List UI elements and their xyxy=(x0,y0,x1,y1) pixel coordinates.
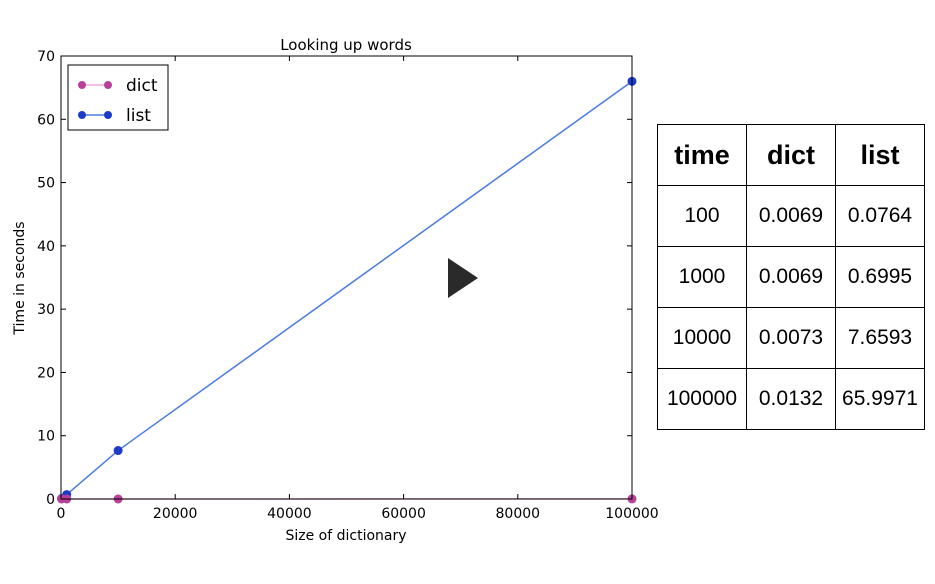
legend-dict-marker xyxy=(78,81,86,89)
table-cell: 0.6995 xyxy=(835,246,925,308)
legend-list-marker xyxy=(104,111,112,119)
legend-dict-label: dict xyxy=(126,76,158,96)
y-tick-label: 50 xyxy=(37,176,55,192)
y-tick-label: 0 xyxy=(46,492,55,508)
chart-title: Looking up words xyxy=(280,36,412,54)
table-cell: 10000 xyxy=(657,307,747,369)
table-cell: 7.6593 xyxy=(835,307,925,369)
table-cell: 0.0764 xyxy=(835,185,925,247)
x-axis-label: Size of dictionary xyxy=(285,528,406,544)
y-axis-label: Time in seconds xyxy=(12,221,28,335)
table-header-row: time dict list xyxy=(657,124,925,186)
table-cell: 1000 xyxy=(657,246,747,308)
y-tick-label: 70 xyxy=(37,49,55,65)
legend: dict list xyxy=(67,64,169,131)
y-tick-label: 20 xyxy=(37,365,55,381)
y-tick-label: 10 xyxy=(37,429,55,445)
x-tick-label: 60000 xyxy=(381,506,426,522)
table-row: 1000 0.0069 0.6995 xyxy=(657,246,925,308)
table-row: 100 0.0069 0.0764 xyxy=(657,185,925,247)
table-cell: 65.9971 xyxy=(835,368,925,430)
x-tick-label: 40000 xyxy=(267,506,312,522)
table-row: 100000 0.0132 65.9971 xyxy=(657,368,925,430)
table-cell: 0.0132 xyxy=(746,368,836,430)
table-cell: 0.0073 xyxy=(746,307,836,369)
x-tick-label: 80000 xyxy=(496,506,541,522)
line-chart: Looking up words 0 20000 40000 60000 80000 10… xyxy=(12,36,659,544)
legend-list-marker xyxy=(78,111,86,119)
legend-dict-marker xyxy=(104,81,112,89)
play-icon xyxy=(448,258,478,298)
x-tick-label: 20000 xyxy=(153,506,198,522)
y-tick-label: 40 xyxy=(37,239,55,255)
table-cell: 100000 xyxy=(657,368,747,430)
timing-table: time dict list 100 0.0069 0.0764 1000 0.… xyxy=(657,124,925,430)
table-header-time: time xyxy=(657,124,747,186)
y-tick-label: 60 xyxy=(37,112,55,128)
table-header-list: list xyxy=(835,124,925,186)
x-tick-label: 0 xyxy=(57,506,66,522)
table-row: 10000 0.0073 7.6593 xyxy=(657,307,925,369)
y-tick-label: 30 xyxy=(37,302,55,318)
table-header-dict: dict xyxy=(746,124,836,186)
x-tick-label: 100000 xyxy=(605,506,658,522)
series-line-list xyxy=(61,80,633,500)
table-cell: 0.0069 xyxy=(746,246,836,308)
table-cell: 0.0069 xyxy=(746,185,836,247)
legend-list-label: list xyxy=(126,106,151,126)
legend-box xyxy=(67,64,169,131)
table-cell: 100 xyxy=(657,185,747,247)
data-point-list xyxy=(113,446,123,456)
play-button[interactable] xyxy=(430,250,490,306)
plot-frame xyxy=(60,55,633,500)
